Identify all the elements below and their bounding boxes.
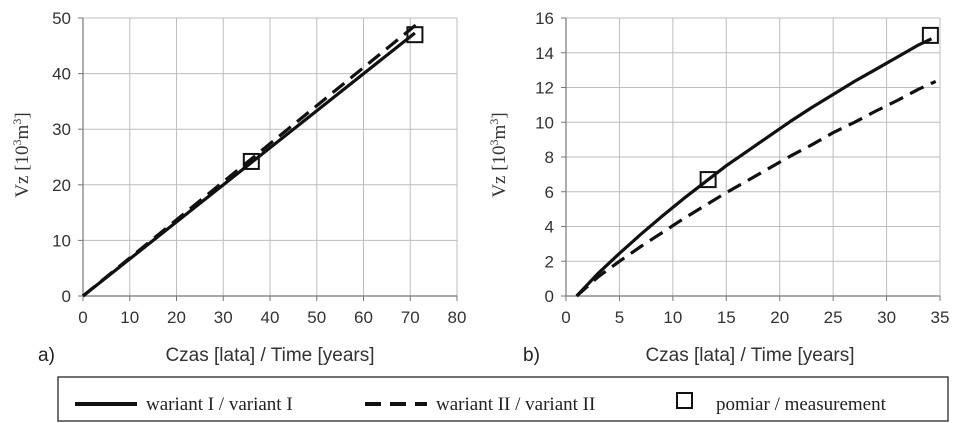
- legend-label-variant-1: wariant I / variant I: [146, 394, 293, 415]
- y-tick-label: 10: [52, 231, 71, 250]
- y-tick-label: 20: [52, 176, 71, 195]
- chart-a: 0 10 20 30 40 50 60 70 80 0 10 20 30 40 50: [52, 9, 466, 327]
- y-tick-label: 30: [52, 120, 71, 139]
- panel-label-b: b): [523, 345, 540, 366]
- panel-label-a: a): [38, 345, 55, 366]
- x-tick-label: 10: [663, 308, 682, 327]
- legend-frame: [57, 376, 949, 422]
- y-tick-label: 12: [535, 79, 554, 98]
- y-tick-label: 4: [545, 218, 554, 237]
- chart-b: 0 5 10 15 20 25 30 35 0 2 4 6 8 10 12 14 16: [535, 9, 949, 327]
- legend-label-measurement: pomiar / measurement: [716, 394, 887, 415]
- x-tick-label: 5: [615, 308, 624, 327]
- x-tick-label: 80: [448, 308, 467, 327]
- y-axis-title-b: Vz [103m3]: [487, 112, 510, 197]
- x-tick-label: 35: [931, 308, 950, 327]
- x-tick-label: 30: [214, 308, 233, 327]
- series-line-variant-1: [82, 31, 416, 298]
- y-tick-label: 8: [545, 148, 554, 167]
- measurement-marker: [699, 171, 717, 189]
- y-tick-label: 50: [52, 9, 71, 28]
- y-axis-title-a: Vz [103m3]: [10, 112, 33, 197]
- x-tick-label: 0: [78, 308, 87, 327]
- series-line-variant-1: [575, 37, 933, 298]
- measurement-marker: [921, 26, 939, 44]
- x-tick-label: 20: [167, 308, 186, 327]
- x-tick-label: 0: [561, 308, 570, 327]
- x-tick-label: 25: [824, 308, 843, 327]
- y-tick-label: 14: [535, 44, 554, 63]
- y-tick-label: 40: [52, 65, 71, 84]
- x-tick-label: 15: [717, 308, 736, 327]
- x-tick-label: 60: [354, 308, 373, 327]
- y-tick-label: 16: [535, 9, 554, 28]
- y-tick-label: 0: [62, 287, 71, 306]
- y-tick-label: 2: [545, 252, 554, 271]
- measurement-marker: [242, 152, 260, 170]
- x-tick-label: 50: [307, 308, 326, 327]
- x-axis-title-b: Czas [lata] / Time [years]: [645, 345, 854, 366]
- x-tick-label: 40: [261, 308, 280, 327]
- y-tick-label: 0: [545, 287, 554, 306]
- measurement-marker: [406, 26, 424, 44]
- legend-label-variant-2: wariant II / variant II: [436, 394, 595, 415]
- y-tick-label: 10: [535, 113, 554, 132]
- x-tick-label: 10: [120, 308, 139, 327]
- x-tick-label: 20: [770, 308, 789, 327]
- x-tick-label: 30: [877, 308, 896, 327]
- legend-swatch-square: [676, 392, 693, 409]
- series-line-variant-2: [81, 20, 421, 298]
- x-axis-title-a: Czas [lata] / Time [years]: [165, 345, 374, 366]
- series-line-variant-2: [575, 79, 937, 298]
- x-tick-label: 70: [401, 308, 420, 327]
- y-tick-label: 6: [545, 183, 554, 202]
- legend: wariant I / variant I wariant II / varia…: [57, 376, 949, 422]
